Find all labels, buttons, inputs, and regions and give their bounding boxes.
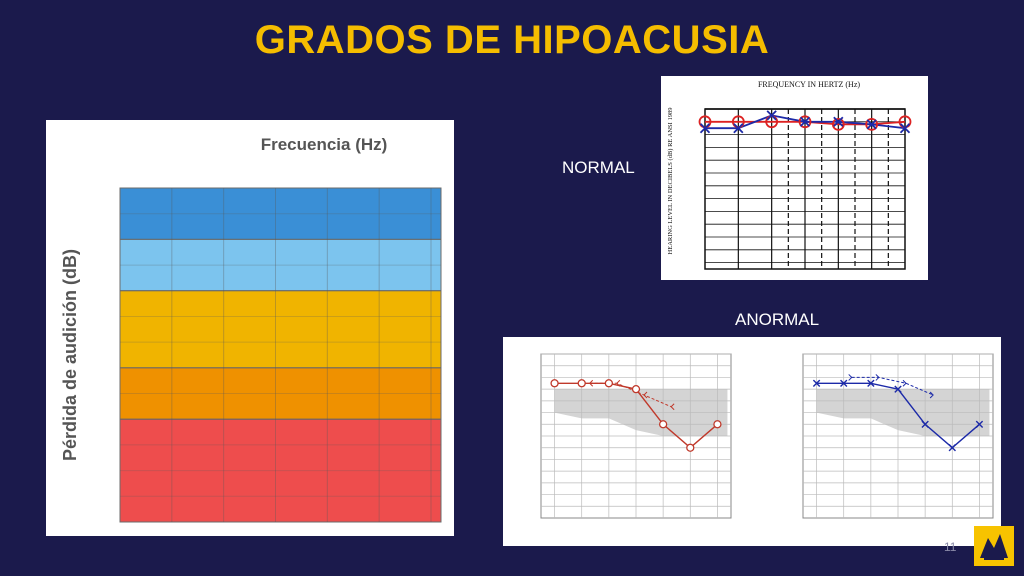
abnormal-air-point (894, 385, 902, 393)
normal-label: NORMAL (562, 158, 635, 177)
abnormal-audiograms-svg (540, 353, 994, 519)
page-number: 11 (944, 540, 957, 554)
normal-left-ear-point (833, 116, 844, 127)
normal-left-ear-point (799, 116, 811, 127)
abnormal-bone-line (851, 376, 934, 396)
abnormal-air-point (550, 379, 559, 388)
abnormal-air-point (577, 379, 586, 388)
abnormal-air-point (686, 443, 695, 452)
abnormal-air-point (713, 420, 722, 429)
hearing-grades-chart: Frecuencia (Hz) Pérdida de audición (dB) (46, 120, 454, 536)
abnormal-bone-point (643, 391, 648, 399)
normal-left-ear-point (866, 119, 877, 130)
normal-right-ear-point (798, 115, 812, 129)
grades-ylabel: Pérdida de audición (dB) (60, 249, 80, 461)
normal-audiogram-svg: FREQUENCY IN HERTZ (Hz) HEARING LEVEL IN… (667, 80, 912, 270)
abnormal-bone-point (875, 374, 880, 381)
abnormal-audiogram-left (802, 353, 994, 519)
abnormal-air-point (840, 379, 848, 387)
abnormal-bone-point (929, 391, 934, 399)
abnormal-bone-point (902, 379, 907, 387)
abnormal-bone-point (589, 379, 594, 387)
abnormal-bone-point (848, 374, 853, 381)
abnormal-air-point (631, 384, 641, 394)
anormal-label: ANORMAL (735, 310, 820, 329)
normal-left-ear-point (733, 123, 744, 134)
abnormal-audiogram-right (540, 353, 732, 519)
abnormal-air-point (812, 379, 821, 387)
hearing-grades-svg: Frecuencia (Hz) Pérdida de audición (dB) (60, 135, 442, 523)
grades-bands (119, 187, 442, 523)
grades-grid (120, 188, 441, 522)
abnormal-audiograms (503, 337, 1001, 546)
normal-header: FREQUENCY IN HERTZ (Hz) (758, 80, 860, 89)
normal-ylabel: HEARING LEVEL IN DECIBELS (dB) RE ANSI 1… (667, 108, 674, 255)
grades-header: Frecuencia (Hz) (261, 135, 388, 154)
normal-left-ear-point (766, 110, 777, 121)
grade-band (119, 290, 442, 369)
grade-band (119, 238, 442, 292)
normal-left-ear-point (699, 123, 711, 134)
abnormal-air-point (921, 420, 929, 428)
abnormal-air-point (658, 420, 668, 429)
normal-audiogram: FREQUENCY IN HERTZ (Hz) HEARING LEVEL IN… (661, 76, 928, 280)
slide-title: GRADOS DE HIPOACUSIA (254, 18, 770, 62)
grade-band (119, 418, 442, 523)
abnormal-air-point (604, 379, 614, 388)
abnormal-air-point (867, 379, 875, 387)
abnormal-air-point (975, 420, 984, 428)
grade-band (119, 187, 442, 240)
normal-left-ear-point (899, 123, 911, 134)
normal-right-ear-point (831, 117, 845, 131)
logo-icon (974, 526, 1014, 566)
normal-grid (704, 108, 906, 270)
normal-right-ear-point (865, 117, 879, 131)
abnormal-air-point (948, 444, 956, 452)
abnormal-bone-point (670, 403, 675, 411)
normal-marks (698, 110, 912, 134)
abnormal-bone-line (589, 382, 672, 408)
grade-band (119, 367, 442, 420)
abnormal-bone-point (616, 379, 621, 387)
